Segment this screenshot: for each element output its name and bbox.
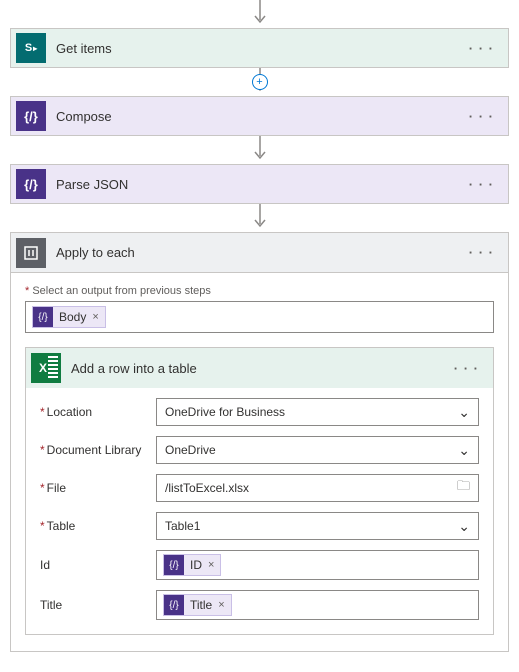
token-code-icon: {/} (164, 595, 184, 615)
add-step-icon[interactable]: + (252, 74, 268, 90)
token-label: Title (190, 598, 212, 612)
label-title: Title (40, 598, 156, 612)
token-label: Body (59, 310, 86, 324)
input-id[interactable]: {/} ID × (156, 550, 479, 580)
token-code-icon: {/} (33, 307, 53, 327)
step-add-row: X Add a row into a table · · · Location … (25, 347, 494, 635)
label-table: Table (40, 519, 156, 533)
token-id[interactable]: {/} ID × (163, 554, 221, 576)
chevron-down-icon: ⌄ (458, 518, 470, 535)
step-get-items[interactable]: Get items · · · (10, 28, 509, 68)
step-title: Parse JSON (56, 177, 465, 192)
chevron-down-icon: ⌄ (458, 442, 470, 459)
step-menu-button[interactable]: · · · (465, 173, 498, 196)
step-apply-to-each-header[interactable]: Apply to each · · · (11, 233, 508, 273)
select-value: OneDrive for Business (165, 405, 285, 419)
token-code-icon: {/} (164, 555, 184, 575)
select-location[interactable]: OneDrive for Business ⌄ (156, 398, 479, 426)
step-title: Compose (56, 109, 465, 124)
label-id: Id (40, 558, 156, 572)
folder-picker-icon[interactable]: 🗀 (457, 477, 470, 499)
connector-arrow (0, 136, 519, 164)
sharepoint-icon (16, 33, 46, 63)
token-body[interactable]: {/} Body × (32, 306, 106, 328)
step-compose[interactable]: {/} Compose · · · (10, 96, 509, 136)
select-table[interactable]: Table1 ⌄ (156, 512, 479, 540)
apply-to-each-input[interactable]: {/} Body × (25, 301, 494, 333)
excel-icon: X (31, 353, 61, 383)
code-icon: {/} (16, 101, 46, 131)
step-parse-json[interactable]: {/} Parse JSON · · · (10, 164, 509, 204)
connector-arrow (0, 0, 519, 28)
input-label: Select an output from previous steps (25, 285, 494, 297)
scope-apply-to-each: Apply to each · · · Select an output fro… (10, 232, 509, 652)
step-add-row-header[interactable]: X Add a row into a table · · · (26, 348, 493, 388)
step-menu-button[interactable]: · · · (465, 241, 498, 264)
code-icon: {/} (16, 169, 46, 199)
connector-add[interactable]: + (0, 68, 519, 96)
step-title: Add a row into a table (71, 361, 450, 376)
chevron-down-icon: ⌄ (458, 404, 470, 421)
input-value: /listToExcel.xlsx (165, 481, 249, 495)
token-remove-icon[interactable]: × (218, 599, 224, 611)
input-title[interactable]: {/} Title × (156, 590, 479, 620)
token-remove-icon[interactable]: × (92, 311, 98, 323)
select-library[interactable]: OneDrive ⌄ (156, 436, 479, 464)
step-menu-button[interactable]: · · · (465, 37, 498, 60)
step-menu-button[interactable]: · · · (465, 105, 498, 128)
step-title: Apply to each (56, 245, 465, 260)
label-library: Document Library (40, 443, 156, 457)
input-file[interactable]: /listToExcel.xlsx 🗀 (156, 474, 479, 502)
step-title: Get items (56, 41, 465, 56)
loop-icon (16, 238, 46, 268)
label-file: File (40, 481, 156, 495)
token-title[interactable]: {/} Title × (163, 594, 232, 616)
token-remove-icon[interactable]: × (208, 559, 214, 571)
step-menu-button[interactable]: · · · (450, 357, 483, 380)
select-value: Table1 (165, 519, 200, 533)
token-label: ID (190, 558, 202, 572)
connector-arrow (0, 204, 519, 232)
label-location: Location (40, 405, 156, 419)
select-value: OneDrive (165, 443, 216, 457)
